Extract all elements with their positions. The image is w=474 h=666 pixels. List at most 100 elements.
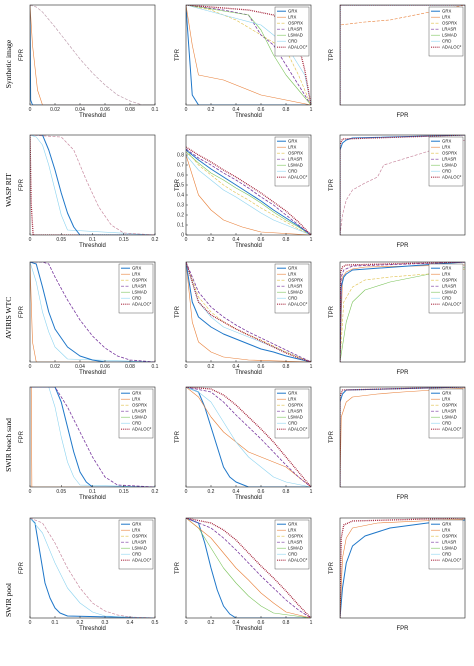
legend-label-lrx: LRX (442, 397, 450, 402)
series-line-osprx (30, 135, 155, 235)
x-tick-label: 1 (310, 620, 313, 626)
legend-label-grx: GRX (442, 139, 451, 144)
panel-r3-c1-axes-frame (185, 386, 312, 488)
legend-label-lsmad: LSMAD (132, 290, 147, 295)
legend-superscript: 2 (306, 174, 308, 178)
panel-r0-c1: 0 0.2 0.4 0.6 0.8 1 Threshold TPR GRXLRXOSPRXLRA… (175, 4, 313, 119)
legend-superscript: 2 (460, 44, 462, 48)
x-tick-label: 0.08 (125, 107, 135, 113)
panel-r0-c2-axes-frame (339, 4, 466, 106)
x-tick-label: 1 (310, 107, 313, 113)
panel-r4-c2-axes-frame (339, 517, 466, 619)
legend-label-crd: CRD (132, 296, 141, 301)
panel-r2-c0: 0 0.02 0.04 0.06 0.08 0.1 Threshold FPR GRXLRXOS… (19, 261, 159, 376)
x-tick-label: 0 (185, 107, 188, 113)
legend-box (428, 519, 464, 570)
series-line-grx (30, 387, 155, 487)
panel-r1-c0: 0 0.05 0.1 0.15 0.2 Threshold FPR (19, 134, 159, 249)
panel-r3-c0: 0 0.05 0.1 0.15 0.2 Threshold FPR GRXLRXOSPRXLR… (19, 386, 159, 501)
series-line-adaloc2 (340, 518, 465, 618)
x-tick-label: 0 (29, 237, 32, 243)
legend-label-lrx: LRX (288, 145, 296, 150)
x-tick-label: 0.8 (283, 364, 290, 370)
panel-r0-c0: 0 0.02 0.04 0.06 0.08 0.1 Threshold FPR (19, 4, 159, 119)
series-line-grx (186, 387, 311, 487)
panel-r0-c0-series (30, 5, 155, 105)
x-tick-label: 0.2 (77, 620, 84, 626)
panel-r1-c1: 0 0.2 0.4 0.6 0.8 1 0 0.1 0.2 0.3 0.4 0.5 0.6 0.7 0.8 T… (175, 134, 313, 249)
x-tick-label: 0.4 (233, 107, 240, 113)
series-line-osprx (186, 262, 311, 362)
panel-r0-c1-axes-frame (185, 4, 312, 106)
legend-label-lsmad: LSMAD (442, 163, 457, 168)
legend-box (118, 263, 154, 314)
x-axis-label: Threshold (235, 243, 262, 249)
x-tick-label: 0.08 (125, 364, 135, 370)
x-tick-label: 0.6 (258, 364, 265, 370)
legend-box (274, 263, 310, 314)
x-tick-label: 0 (29, 489, 32, 495)
legend-label-grx: GRX (288, 266, 297, 271)
y-tick-label: 0.1 (177, 223, 184, 229)
x-tick-label: 0.4 (233, 489, 240, 495)
legend-label-grx: GRX (132, 522, 141, 527)
series-line-lrx (340, 264, 465, 362)
panel-r2-c1: 0 0.2 0.4 0.6 0.8 1 Threshold TPR GRXLRXOSPRXLRA… (175, 261, 313, 376)
legend-label-grx: GRX (132, 391, 141, 396)
series-line-lrasr (186, 148, 311, 235)
panel-r2-c2-series (340, 262, 465, 362)
panel-r1-c2-axes-frame (339, 134, 466, 236)
series-line-adaloc2 (186, 146, 311, 235)
panel-r4-c1-series (186, 518, 311, 618)
x-tick-label: 0.6 (258, 237, 265, 243)
x-tick-label: 0.4 (233, 237, 240, 243)
panel-r4-c0-axes-frame (29, 517, 156, 619)
series-line-lrasr (30, 262, 155, 362)
legend-label-grx: GRX (442, 9, 451, 14)
series-line-lrasr (186, 262, 311, 362)
legend-superscript: 2 (306, 557, 308, 561)
y-axis-label: TPR (329, 305, 335, 318)
panel-r3-c0-series (30, 387, 155, 487)
legend-label-adaloc2: ADALOC2 (288, 301, 308, 307)
panel-r4-c0-series (30, 518, 155, 618)
x-tick-label: 0.2 (208, 364, 215, 370)
series-line-lrx (340, 5, 465, 105)
legend-label-osprx: OSPRX (442, 21, 457, 26)
x-axis-label: FPR (397, 495, 410, 501)
legend-superscript: 2 (150, 426, 152, 430)
x-tick-label: 0.5 (152, 620, 159, 626)
panel-r4-c1: 0 0.2 0.4 0.6 0.8 1 Threshold TPR GRXLRXOSPRXLRA… (175, 517, 313, 632)
x-tick-label: 0.1 (52, 620, 59, 626)
legend-box (428, 263, 464, 314)
y-axis-label: TPR (329, 48, 335, 61)
legend-box (274, 519, 310, 570)
panel-r3-c2-axes-frame (339, 386, 466, 488)
legend-label-lrasr: LRASR (442, 409, 456, 414)
series-line-lrasr (186, 5, 311, 105)
y-axis-label: FPR (19, 305, 25, 318)
y-axis-label: TPR (329, 561, 335, 574)
legend-label-osprx: OSPRX (442, 403, 457, 408)
y-axis-label: TPR (329, 430, 335, 443)
x-axis-label: Threshold (235, 113, 262, 119)
x-axis-label: FPR (397, 243, 410, 249)
x-tick-label: 0.4 (233, 620, 240, 626)
legend-label-lrasr: LRASR (132, 284, 146, 289)
row-label-4: SWIR pool (4, 583, 13, 617)
x-axis-label: FPR (397, 626, 410, 632)
panel-r2-c1-axes-frame (185, 261, 312, 363)
x-tick-label: 0.2 (152, 237, 159, 243)
legend-label-grx: GRX (442, 266, 451, 271)
legend-label-lsmad: LSMAD (288, 290, 303, 295)
legend-label-lsmad: LSMAD (442, 546, 457, 551)
series-line-adaloc2 (340, 387, 465, 487)
